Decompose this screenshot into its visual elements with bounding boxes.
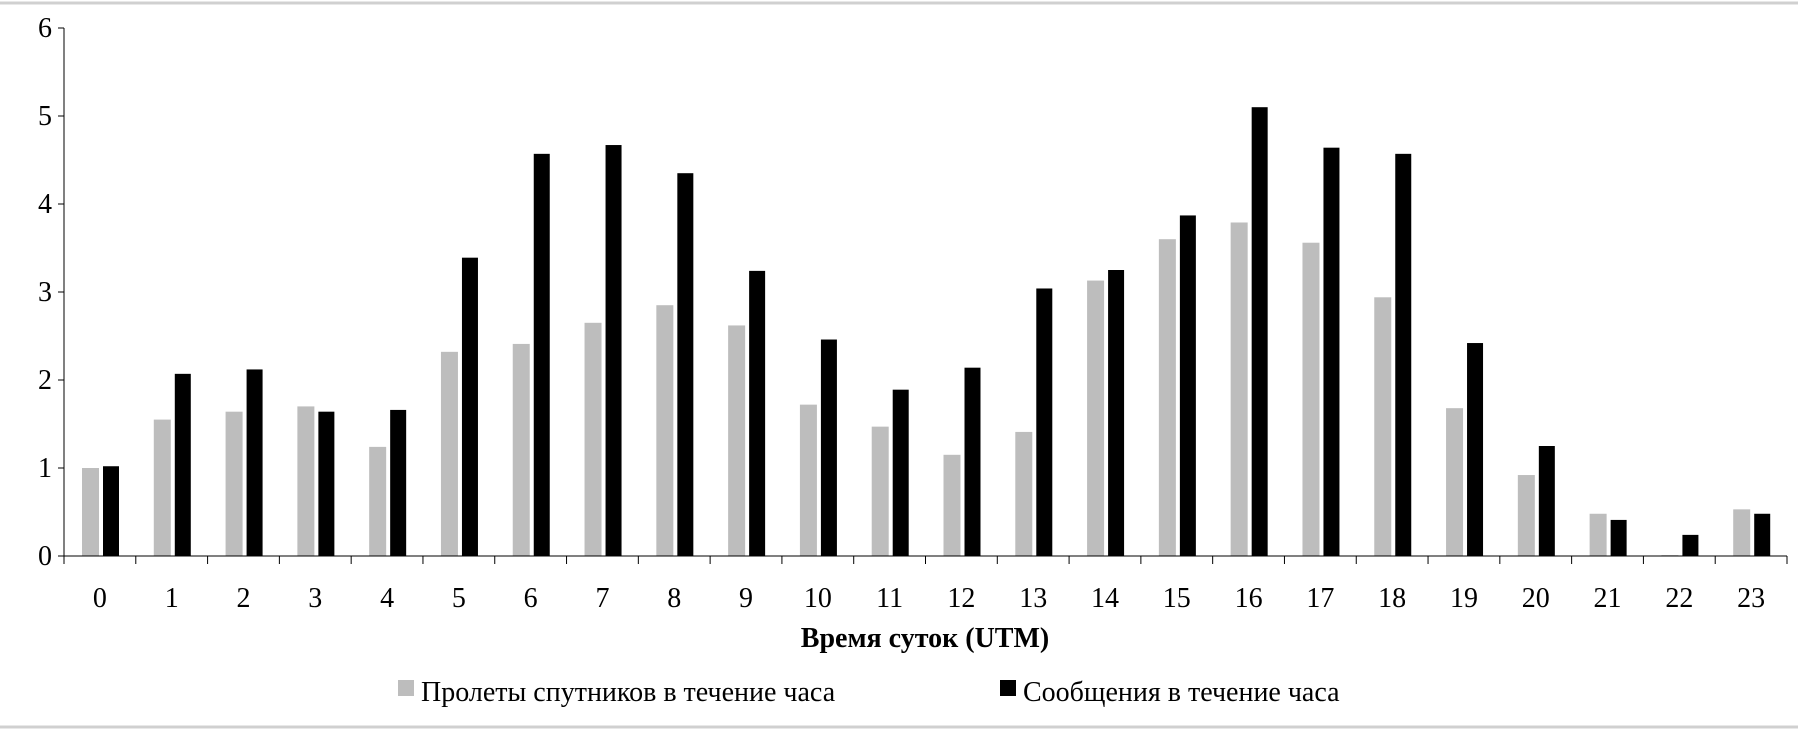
bar-messages-7 <box>605 145 622 557</box>
bar-messages-0 <box>103 466 119 556</box>
y-tick-label-0: 0 <box>38 541 52 572</box>
bar-messages-1 <box>174 373 191 556</box>
bar-messages-8 <box>677 173 694 556</box>
x-tick-label-5: 5 <box>452 583 466 614</box>
bar-messages-10 <box>820 339 837 556</box>
x-tick-label-10: 10 <box>804 583 832 614</box>
y-tick-label-5: 5 <box>38 101 52 132</box>
bar-satellite-passes-11 <box>871 426 889 556</box>
legend-swatch-satellite-passes <box>398 680 414 696</box>
x-tick-label-6: 6 <box>524 583 538 614</box>
bar-satellite-passes-10 <box>799 404 817 556</box>
x-tick-label-18: 18 <box>1378 583 1406 614</box>
y-tick-label-6: 6 <box>38 13 52 44</box>
y-tick-label-3: 3 <box>38 277 52 308</box>
bar-messages-19 <box>1467 343 1484 556</box>
bar-satellite-passes-9 <box>728 325 746 556</box>
bar-messages-14 <box>1108 270 1125 556</box>
bar-satellite-passes-6 <box>512 343 530 556</box>
y-tick-label-4: 4 <box>38 189 52 220</box>
x-tick-label-8: 8 <box>667 583 681 614</box>
bar-satellite-passes-15 <box>1158 239 1176 556</box>
bar-satellite-passes-14 <box>1087 280 1105 556</box>
x-tick-label-11: 11 <box>876 583 903 614</box>
bar-messages-21 <box>1610 519 1627 556</box>
x-tick-label-0: 0 <box>93 583 107 614</box>
x-tick-label-14: 14 <box>1091 583 1119 614</box>
x-tick-label-15: 15 <box>1163 583 1191 614</box>
x-tick-label-4: 4 <box>380 583 394 614</box>
legend-swatch-messages <box>1000 680 1016 696</box>
bar-messages-5 <box>461 257 478 556</box>
bar-satellite-passes-8 <box>656 305 674 556</box>
bar-satellite-passes-18 <box>1374 297 1392 556</box>
x-tick-label-20: 20 <box>1522 583 1550 614</box>
bar-satellite-passes-21 <box>1589 513 1607 556</box>
bar-messages-2 <box>246 369 263 556</box>
bar-messages-4 <box>390 409 407 556</box>
bar-satellite-passes-2 <box>225 411 243 556</box>
bar-messages-6 <box>533 153 550 556</box>
legend: Пролеты спутников в течение часа Сообщен… <box>398 677 1340 708</box>
x-tick-label-21: 21 <box>1594 583 1622 614</box>
x-tick-label-19: 19 <box>1450 583 1478 614</box>
bar-satellite-passes-17 <box>1302 242 1320 556</box>
y-tick-label-2: 2 <box>38 365 52 396</box>
legend-label-satellite-passes: Пролеты спутников в течение часа <box>421 677 836 708</box>
bar-satellite-passes-20 <box>1517 475 1535 556</box>
x-tick-label-3: 3 <box>308 583 322 614</box>
x-tick-label-23: 23 <box>1737 583 1765 614</box>
bar-satellite-passes-0 <box>82 468 99 556</box>
bar-satellite-passes-7 <box>584 322 602 556</box>
x-tick-label-17: 17 <box>1306 583 1334 614</box>
bar-messages-23 <box>1754 513 1771 556</box>
bar-messages-13 <box>1036 288 1053 556</box>
bar-messages-9 <box>749 270 766 556</box>
bar-satellite-passes-16 <box>1230 222 1248 557</box>
bar-satellite-passes-4 <box>369 446 387 556</box>
x-tick-label-12: 12 <box>947 583 975 614</box>
bar-messages-3 <box>318 411 335 556</box>
bar-satellite-passes-1 <box>153 419 171 556</box>
x-tick-label-13: 13 <box>1019 583 1047 614</box>
bar-satellite-passes-5 <box>440 351 458 556</box>
bar-satellite-passes-19 <box>1446 408 1464 556</box>
x-tick-label-1: 1 <box>165 583 179 614</box>
bar-messages-12 <box>964 367 981 556</box>
bar-messages-17 <box>1323 147 1340 556</box>
bar-messages-15 <box>1179 215 1196 556</box>
legend-label-messages: Сообщения в течение часа <box>1023 677 1340 708</box>
bar-satellite-passes-13 <box>1015 431 1033 556</box>
bar-messages-11 <box>892 389 909 556</box>
x-tick-label-2: 2 <box>236 583 250 614</box>
x-tick-label-7: 7 <box>595 583 609 614</box>
x-tick-label-9: 9 <box>739 583 753 614</box>
x-tick-label-16: 16 <box>1235 583 1263 614</box>
bar-messages-18 <box>1395 153 1412 556</box>
y-tick-label-1: 1 <box>38 453 52 484</box>
bar-messages-20 <box>1538 446 1555 556</box>
bar-satellite-passes-3 <box>297 406 315 556</box>
x-axis-title: Время суток (UTM) <box>801 623 1049 654</box>
bar-satellite-passes-12 <box>943 454 961 556</box>
x-tick-label-22: 22 <box>1665 583 1693 614</box>
bar-messages-22 <box>1682 534 1699 556</box>
bar-messages-16 <box>1251 107 1268 556</box>
bar-satellite-passes-23 <box>1733 509 1751 556</box>
